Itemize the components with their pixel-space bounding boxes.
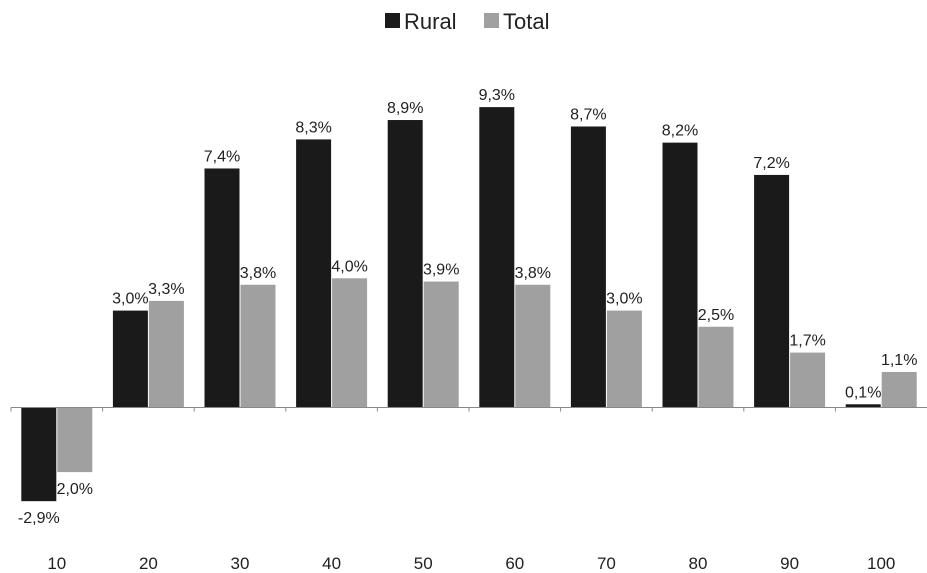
bar-total-40 bbox=[332, 278, 368, 408]
bar-total-60 bbox=[515, 284, 551, 408]
data-label-total-100: 1,1% bbox=[881, 352, 917, 369]
data-label-total-50: 3,9% bbox=[423, 262, 459, 279]
plot-area: -2,9%2,0%103,0%3,3%207,4%3,8%308,3%4,0%4… bbox=[10, 87, 927, 573]
data-label-rural-90: 7,2% bbox=[753, 155, 789, 172]
legend-swatch-rural bbox=[385, 13, 400, 28]
bar-total-20 bbox=[148, 300, 184, 408]
legend-swatch-total bbox=[484, 13, 499, 28]
x-tick-label-30: 30 bbox=[231, 554, 250, 573]
data-label-total-20: 3,3% bbox=[148, 281, 184, 298]
data-label-rural-100: 0,1% bbox=[845, 384, 881, 401]
x-tick-label-60: 60 bbox=[505, 554, 524, 573]
legend-label-total: Total bbox=[503, 9, 549, 34]
bar-rural-100 bbox=[845, 404, 881, 408]
bar-total-80 bbox=[698, 326, 734, 408]
bar-rural-40 bbox=[296, 139, 332, 408]
x-tick-label-80: 80 bbox=[689, 554, 708, 573]
data-label-total-10: 2,0% bbox=[57, 481, 93, 498]
bar-total-70 bbox=[606, 310, 642, 408]
data-label-rural-40: 8,3% bbox=[295, 119, 331, 136]
data-label-rural-70: 8,7% bbox=[570, 106, 606, 123]
bar-total-50 bbox=[423, 281, 459, 408]
data-label-rural-60: 9,3% bbox=[479, 87, 515, 104]
data-label-total-70: 3,0% bbox=[606, 291, 642, 308]
bar-total-10 bbox=[57, 407, 93, 473]
bar-rural-60 bbox=[479, 107, 515, 408]
legend-label-rural: Rural bbox=[404, 9, 457, 34]
x-tick-label-10: 10 bbox=[47, 554, 66, 573]
x-tick-label-20: 20 bbox=[139, 554, 158, 573]
data-label-total-90: 1,7% bbox=[789, 333, 825, 350]
bar-rural-50 bbox=[387, 120, 423, 408]
bar-rural-90 bbox=[754, 174, 790, 408]
data-label-total-60: 3,8% bbox=[515, 265, 551, 282]
data-label-rural-20: 3,0% bbox=[112, 291, 148, 308]
data-label-rural-50: 8,9% bbox=[387, 100, 423, 117]
bar-rural-10 bbox=[21, 407, 57, 502]
data-label-rural-80: 8,2% bbox=[662, 123, 698, 140]
bar-rural-20 bbox=[112, 310, 148, 408]
bar-rural-30 bbox=[204, 168, 240, 408]
data-label-rural-10: -2,9% bbox=[18, 510, 60, 527]
x-tick-label-70: 70 bbox=[597, 554, 616, 573]
x-tick-label-50: 50 bbox=[414, 554, 433, 573]
bar-total-90 bbox=[790, 352, 826, 408]
data-label-total-40: 4,0% bbox=[331, 258, 367, 275]
legend: Rural Total bbox=[385, 9, 549, 34]
x-tick-label-40: 40 bbox=[322, 554, 341, 573]
data-label-total-80: 2,5% bbox=[698, 307, 734, 324]
bar-rural-70 bbox=[570, 126, 606, 408]
bar-total-100 bbox=[881, 371, 917, 408]
bar-rural-80 bbox=[662, 142, 698, 408]
x-tick-label-90: 90 bbox=[780, 554, 799, 573]
x-tick-label-100: 100 bbox=[867, 554, 895, 573]
data-label-rural-30: 7,4% bbox=[204, 148, 240, 165]
data-label-total-30: 3,8% bbox=[240, 265, 276, 282]
bar-total-30 bbox=[240, 284, 276, 408]
